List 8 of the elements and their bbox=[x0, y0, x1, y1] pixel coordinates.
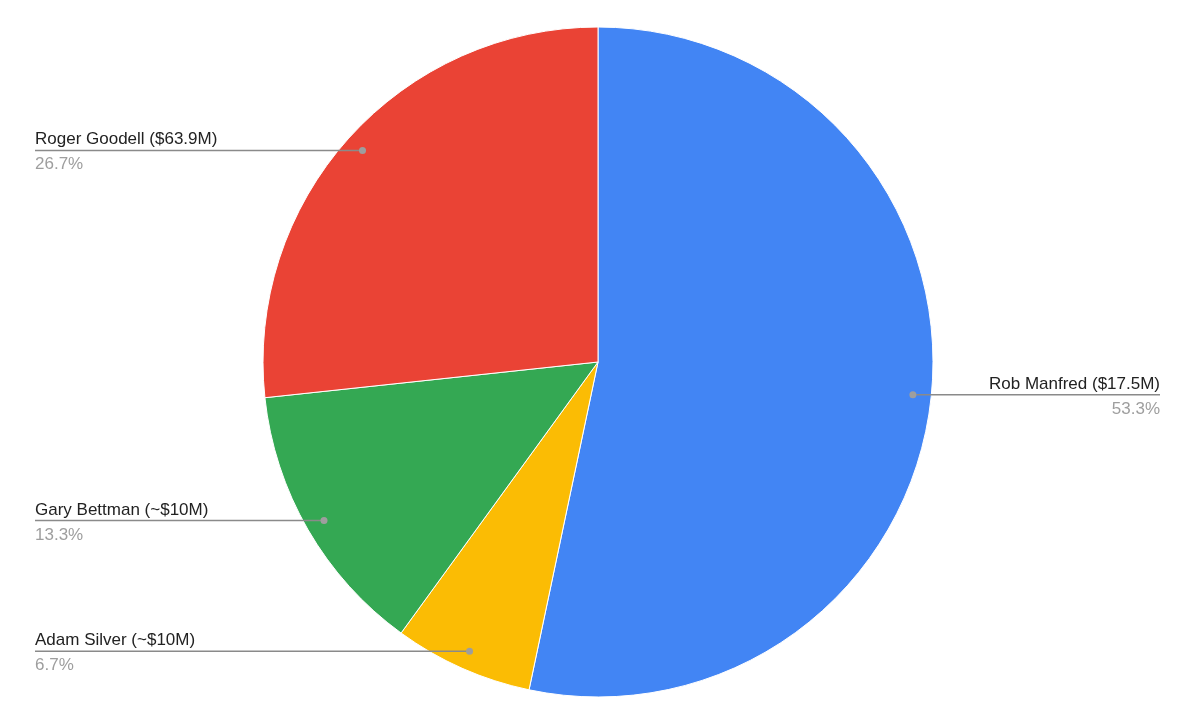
data-label: 26.7% bbox=[35, 154, 84, 174]
slice-label: Adam Silver (~$10M) bbox=[35, 630, 196, 650]
data-label: 53.3% bbox=[1111, 398, 1160, 418]
slice-label: Roger Goodell ($63.9M) bbox=[35, 129, 218, 149]
data-label: 13.3% bbox=[35, 524, 84, 544]
slice-label: Gary Bettman (~$10M) bbox=[35, 499, 209, 519]
slice-label: Rob Manfred ($17.5M) bbox=[988, 373, 1160, 393]
data-label: 6.7% bbox=[35, 655, 74, 675]
